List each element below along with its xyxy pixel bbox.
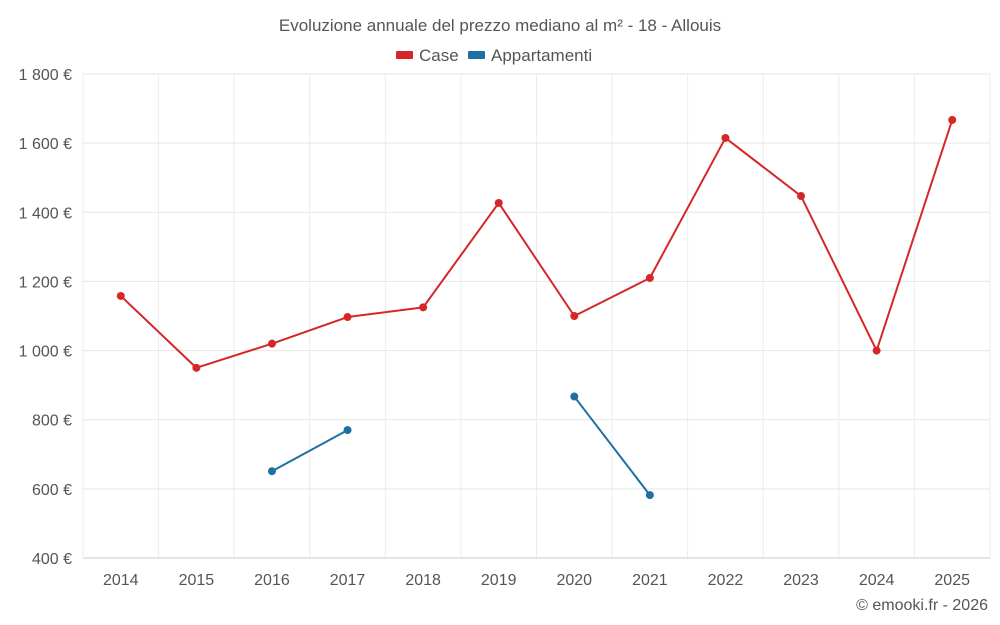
data-point-case[interactable] <box>948 115 957 124</box>
series-line-case <box>120 119 954 369</box>
data-point-case[interactable] <box>645 273 654 282</box>
y-axis: 400 € 600 € 800 € 1 000 € 1 200 € 1 400 € 1 60… <box>19 67 72 568</box>
series-line-appartamenti <box>573 395 651 496</box>
legend-item-appartamenti[interactable]: Appartamenti <box>468 46 592 65</box>
legend-item-case[interactable]: Case <box>396 46 459 65</box>
y-tick-label: 600 € <box>32 482 72 499</box>
data-point-case[interactable] <box>267 339 276 348</box>
x-axis: 2014 2015 2016 2017 2018 2019 2020 2021 2022 2023… <box>103 572 970 589</box>
data-point-case[interactable] <box>797 192 806 201</box>
y-tick-label: 1 200 € <box>19 274 72 291</box>
x-tick-label: 2022 <box>708 572 744 589</box>
grid <box>82 73 991 559</box>
y-tick-label: 400 € <box>32 551 72 568</box>
chart-title: Evoluzione annuale del prezzo mediano al… <box>279 16 721 35</box>
legend-label-case: Case <box>419 46 459 65</box>
legend-label-appartamenti: Appartamenti <box>491 46 592 65</box>
x-tick-label: 2024 <box>859 572 895 589</box>
data-point-case[interactable] <box>570 312 579 320</box>
series-line-appartamenti <box>271 429 349 473</box>
data-point-appartamenti[interactable] <box>343 426 352 435</box>
x-tick-label: 2021 <box>632 572 668 589</box>
y-tick-label: 1 800 € <box>19 67 72 84</box>
data-point-case[interactable] <box>192 363 201 372</box>
series-layer <box>116 115 957 500</box>
credit-text: © emooki.fr - 2026 <box>856 597 988 614</box>
y-tick-label: 800 € <box>32 413 72 430</box>
data-point-case[interactable] <box>419 303 428 312</box>
y-tick-label: 1 600 € <box>19 136 72 153</box>
x-tick-label: 2014 <box>103 572 139 589</box>
legend-swatch-appartamenti <box>468 51 485 59</box>
legend: Case Appartamenti <box>396 46 592 65</box>
x-tick-label: 2016 <box>254 572 290 589</box>
data-point-case[interactable] <box>721 133 730 142</box>
data-point-case[interactable] <box>343 313 352 322</box>
data-point-appartamenti[interactable] <box>570 392 579 401</box>
legend-swatch-case <box>396 51 413 59</box>
x-tick-label: 2023 <box>783 572 819 589</box>
data-point-appartamenti[interactable] <box>645 491 654 500</box>
data-point-case[interactable] <box>494 198 503 207</box>
x-tick-label: 2025 <box>934 572 970 589</box>
data-point-case[interactable] <box>872 346 881 355</box>
x-tick-label: 2017 <box>330 572 366 589</box>
x-tick-label: 2019 <box>481 572 517 589</box>
data-point-case[interactable] <box>116 291 125 300</box>
y-tick-label: 1 000 € <box>19 344 72 361</box>
x-tick-label: 2015 <box>179 572 215 589</box>
data-point-appartamenti[interactable] <box>267 467 276 476</box>
x-tick-label: 2020 <box>556 572 592 589</box>
y-tick-label: 1 400 € <box>19 205 72 222</box>
x-tick-label: 2018 <box>405 572 441 589</box>
